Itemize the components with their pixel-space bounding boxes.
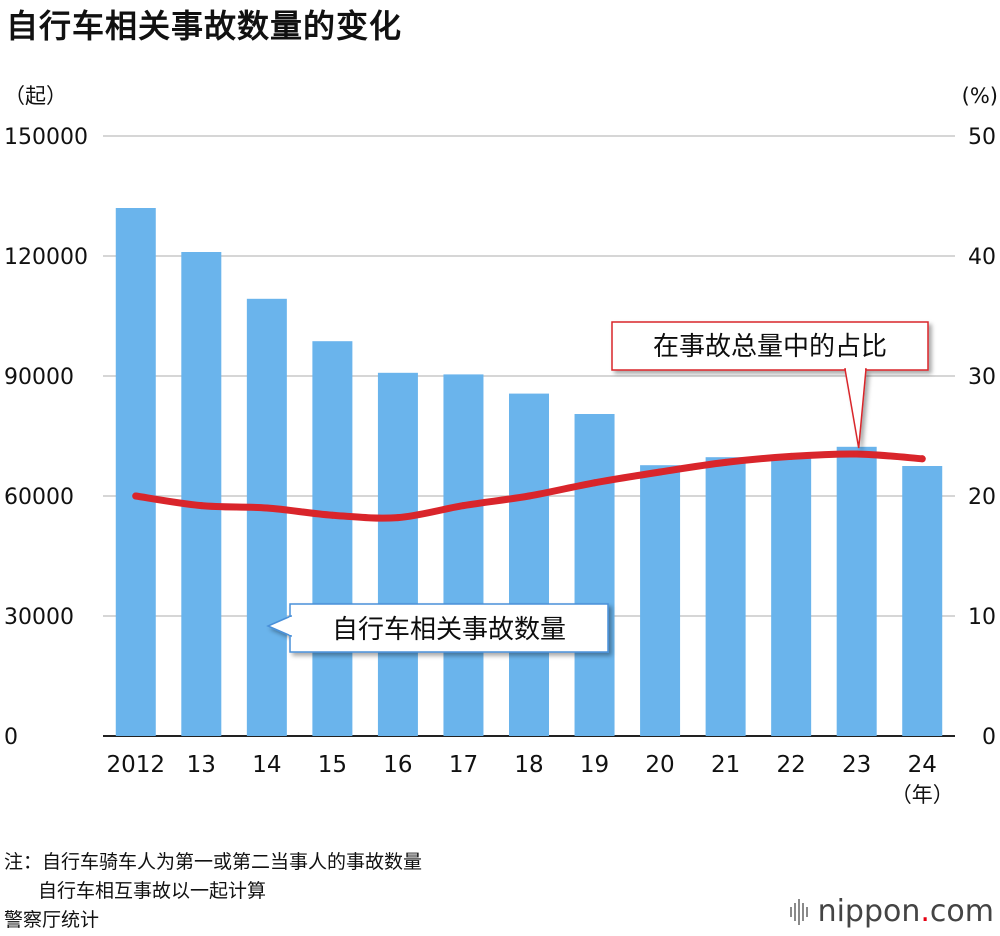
x-tick-label: 20 xyxy=(645,752,674,778)
ratio-point xyxy=(263,504,271,512)
note-line-2: 自行车相互事故以一起计算 xyxy=(38,880,267,902)
ratio-point xyxy=(918,455,926,463)
bar-callout: 自行车相关事故数量 xyxy=(266,603,609,653)
y-left-tick-label: 90000 xyxy=(4,365,74,390)
y-left-tick-label: 30000 xyxy=(4,605,74,630)
ratio-point xyxy=(525,492,533,500)
y-left-unit: （起） xyxy=(4,84,67,108)
bar xyxy=(705,457,746,736)
bar xyxy=(574,414,615,736)
logo-bars-icon xyxy=(789,898,808,925)
ratio-point xyxy=(197,502,205,510)
ratio-point xyxy=(853,450,861,458)
x-tick-label: 18 xyxy=(514,752,543,778)
x-tick-label: 23 xyxy=(842,752,871,778)
y-left-tick-label: 0 xyxy=(4,725,18,750)
bar-callout-box xyxy=(289,603,609,653)
x-tick-label: 24 xyxy=(908,752,937,778)
chart: 0 30000 60000 90000 120000 150000 0 10 20 30 40 50 （… xyxy=(4,84,998,807)
notes: 注：自行车骑车人为第一或第二当事人的事故数量 自行车相互事故以一起计算 警察厅统… xyxy=(4,848,422,935)
logo-text: nippon.com xyxy=(817,894,994,929)
ratio-callout-label: 在事故总量中的占比 xyxy=(653,332,887,362)
x-tick-label: 2012 xyxy=(106,752,165,778)
x-unit: （年） xyxy=(891,783,954,807)
ratio-callout-pointer xyxy=(844,368,867,449)
y-right-tick-label: 50 xyxy=(968,125,996,150)
ratio-point xyxy=(132,492,140,500)
x-tick-label: 13 xyxy=(187,752,216,778)
x-tick-label: 15 xyxy=(318,752,347,778)
ratio-callout-box xyxy=(611,321,929,371)
ratio-point xyxy=(722,458,730,466)
x-tick-label: 21 xyxy=(711,752,740,778)
bar xyxy=(181,252,222,736)
bar xyxy=(836,446,877,736)
ratio-callout: 在事故总量中的占比 xyxy=(611,321,929,449)
y-right-unit: (%) xyxy=(962,84,998,108)
y-left-tick-label: 60000 xyxy=(4,485,74,510)
ratio-point xyxy=(394,514,402,522)
x-tick-label: 17 xyxy=(449,752,478,778)
ratio-point xyxy=(656,468,664,476)
y-left-tick-label: 120000 xyxy=(4,245,88,270)
x-tick-label: 16 xyxy=(383,752,412,778)
bar xyxy=(377,372,418,736)
x-tick-label: 14 xyxy=(252,752,281,778)
bar xyxy=(115,208,156,736)
bar xyxy=(640,465,681,736)
tick-labels: 0 30000 60000 90000 120000 150000 0 10 20 30 40 50 （… xyxy=(4,84,998,807)
y-right-tick-label: 0 xyxy=(982,725,996,750)
bars xyxy=(115,208,943,736)
ratio-point xyxy=(787,452,795,460)
bar xyxy=(443,374,484,736)
ratio-point xyxy=(328,511,336,519)
y-right-tick-label: 20 xyxy=(968,485,996,510)
y-right-tick-label: 10 xyxy=(968,605,996,630)
bar-callout-label: 自行车相关事故数量 xyxy=(332,615,566,645)
nippon-logo: nippon.com xyxy=(789,894,994,929)
note-line-1: 注：自行车骑车人为第一或第二当事人的事故数量 xyxy=(4,851,423,873)
bar xyxy=(902,466,943,736)
ratio-point xyxy=(459,502,467,510)
bar xyxy=(246,298,287,736)
bar xyxy=(312,341,353,736)
ratio-line xyxy=(132,450,926,522)
y-right-tick-label: 40 xyxy=(968,245,996,270)
y-left-tick-label: 150000 xyxy=(4,125,88,150)
chart-title: 自行车相关事故数量的变化 xyxy=(6,7,403,45)
x-tick-label: 22 xyxy=(777,752,806,778)
ratio-point xyxy=(591,479,599,487)
source-text: 警察厅统计 xyxy=(4,909,100,931)
bar xyxy=(771,456,812,736)
y-right-tick-label: 30 xyxy=(968,365,996,390)
bar xyxy=(509,393,549,736)
x-tick-label: 19 xyxy=(580,752,609,778)
